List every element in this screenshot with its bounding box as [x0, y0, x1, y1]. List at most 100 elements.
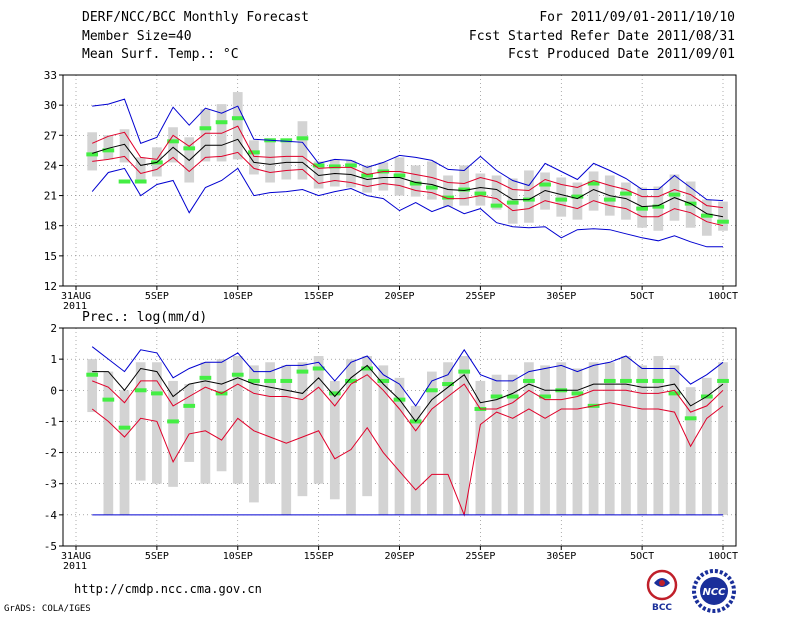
x-tick-label: 5OCT [630, 291, 654, 302]
y-tick-label: 18 [44, 220, 57, 233]
median-marker [571, 391, 584, 396]
median-marker [555, 197, 568, 202]
variable-label: Mean Surf. Temp.: °C [82, 47, 239, 62]
source-url[interactable]: http://cmdp.ncc.cma.gov.cn [74, 582, 262, 596]
x-tick-label: 25SEP [465, 291, 495, 302]
median-marker [86, 152, 99, 157]
x-tick-label: 30SEP [546, 291, 576, 302]
median-marker [134, 179, 147, 184]
spread-box [297, 121, 308, 180]
median-marker [312, 163, 325, 168]
spread-box [653, 356, 664, 515]
x-tick-label: 31AUG [61, 551, 91, 562]
median-marker [668, 391, 681, 396]
spread-box [588, 171, 599, 211]
spread-box [524, 170, 534, 223]
median-marker [118, 179, 131, 184]
median-marker [652, 378, 665, 383]
median-marker [296, 369, 309, 374]
spread-box [249, 140, 259, 175]
y-tick-label: 27 [44, 129, 57, 142]
x-tick-label: 2011 [63, 561, 87, 572]
y-tick-label: -4 [44, 509, 58, 522]
series-line-max [91, 346, 724, 407]
spread-box [669, 365, 680, 515]
median-marker [151, 391, 163, 396]
spread-box [362, 356, 373, 497]
median-marker [409, 181, 422, 186]
median-marker [636, 206, 648, 211]
median-marker [717, 219, 729, 224]
start-date-label: Fcst Started Refer Date 2011/08/31 [468, 29, 735, 44]
bcc-logo: BCC [646, 569, 678, 613]
spread-box [378, 365, 389, 515]
series-line-p10 [91, 402, 724, 517]
y-tick-label: -5 [44, 540, 57, 553]
median-marker [620, 191, 632, 196]
median-marker [490, 203, 503, 208]
y-tick-label: 15 [44, 250, 57, 263]
spread-box [491, 175, 502, 210]
median-marker [345, 378, 357, 383]
spread-box [426, 371, 437, 515]
y-tick-label: -3 [44, 478, 57, 491]
spread-box [313, 356, 324, 484]
spread-box [507, 374, 518, 515]
spread-box [459, 165, 470, 206]
spread-box [168, 127, 178, 163]
median-marker [652, 204, 665, 209]
median-marker [296, 136, 309, 141]
bcc-logo-text: BCC [652, 603, 672, 613]
spread-box [281, 140, 292, 180]
median-marker [506, 200, 519, 205]
spread-box [249, 365, 259, 503]
median-marker [248, 378, 260, 383]
spread-box [572, 368, 583, 515]
median-marker [523, 378, 535, 383]
x-tick-label: 2011 [63, 301, 87, 312]
median-marker [684, 416, 697, 421]
x-tick-label: 10OCT [708, 291, 738, 302]
median-marker [167, 139, 179, 144]
series-line-min [91, 167, 723, 248]
spread-box [685, 387, 696, 515]
y-tick-label: 33 [44, 69, 57, 82]
median-marker [199, 375, 212, 380]
precip-panel-title: Prec.: log(mm/d) [82, 310, 208, 325]
median-marker [183, 403, 196, 408]
series-line-p90 [92, 125, 724, 209]
spread-box [346, 359, 356, 515]
median-marker [425, 388, 438, 393]
spread-box [459, 356, 470, 515]
y-tick-label: 30 [44, 99, 57, 112]
y-tick-label: 1 [50, 353, 57, 366]
spread-box [232, 356, 243, 484]
median-marker [668, 192, 681, 197]
median-marker [280, 378, 293, 383]
median-marker [280, 138, 293, 143]
median-marker [458, 187, 471, 192]
spread-box [410, 405, 421, 515]
x-tick-label: 15SEP [304, 551, 334, 562]
median-marker [539, 182, 551, 187]
median-marker [231, 116, 244, 121]
spread-box [410, 165, 421, 197]
spread-box [394, 377, 405, 515]
spread-box [443, 362, 453, 515]
median-marker [458, 369, 471, 374]
x-tick-label: 20SEP [384, 291, 414, 302]
y-tick-label: 0 [50, 384, 57, 397]
median-marker [199, 126, 212, 131]
median-marker [231, 372, 244, 377]
grads-credit: GrADS: COLA/IGES [4, 604, 91, 614]
spread-box [556, 362, 567, 515]
median-marker [86, 372, 99, 377]
spread-box [621, 356, 631, 515]
median-marker [134, 388, 147, 393]
y-tick-label: -2 [44, 447, 57, 460]
median-marker [636, 378, 648, 383]
median-marker [603, 197, 616, 202]
median-marker [312, 366, 325, 371]
